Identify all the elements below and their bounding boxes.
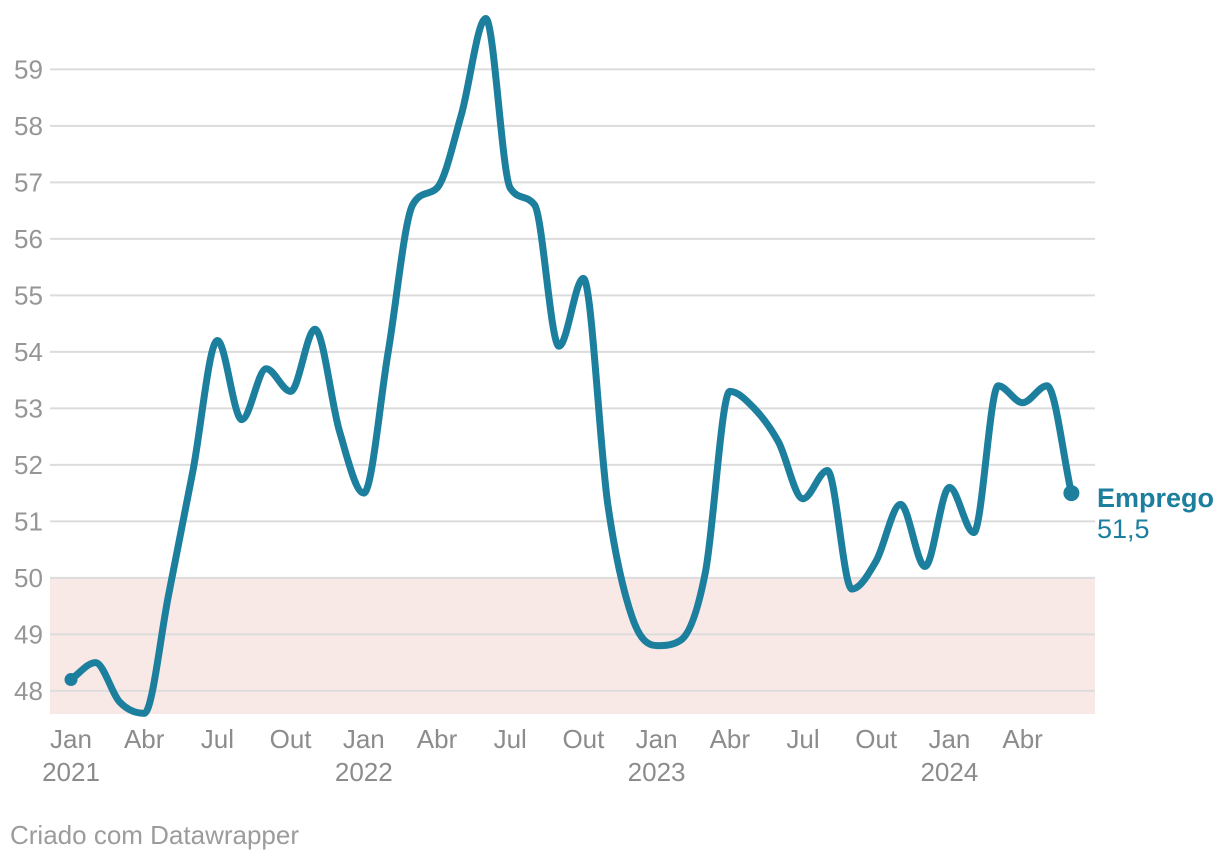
x-axis-tick-label: Jul [786, 724, 819, 754]
y-axis-tick-label: 59 [14, 54, 43, 84]
y-axis-tick-label: 53 [14, 393, 43, 423]
y-axis-tick-label: 54 [14, 337, 43, 367]
x-axis-year-label: 2024 [920, 757, 978, 787]
x-axis-tick-label: Jan [50, 724, 92, 754]
y-axis-tick-label: 52 [14, 450, 43, 480]
y-axis-tick-label: 49 [14, 619, 43, 649]
y-axis-tick-label: 51 [14, 506, 43, 536]
line-start-dot [64, 673, 78, 687]
line-end-dot [1063, 485, 1080, 502]
attribution-link[interactable]: Criado com Datawrapper [10, 820, 300, 850]
x-axis-tick-label: Out [270, 724, 313, 754]
series-end-value: 51,5 [1097, 514, 1150, 544]
x-axis-tick-label: Abr [710, 724, 751, 754]
x-axis-tick-label: Jul [494, 724, 527, 754]
series-end-label: Emprego [1097, 483, 1214, 513]
x-axis-tick-label: Jan [928, 724, 970, 754]
x-axis-tick-label: Jul [201, 724, 234, 754]
y-axis-tick-label: 48 [14, 676, 43, 706]
x-axis-tick-label: Abr [124, 724, 165, 754]
x-axis-year-label: 2022 [335, 757, 393, 787]
contraction-band [50, 577, 1095, 714]
y-axis-tick-label: 50 [14, 563, 43, 593]
x-axis-year-label: 2023 [628, 757, 686, 787]
employment-line [67, 15, 1075, 717]
x-axis-tick-label: Out [855, 724, 898, 754]
x-axis-tick-label: Jan [636, 724, 678, 754]
y-axis-tick-label: 56 [14, 224, 43, 254]
x-axis-year-label: 2021 [42, 757, 100, 787]
x-axis-tick-label: Jan [343, 724, 385, 754]
x-axis-tick-label: Abr [1002, 724, 1043, 754]
y-axis-tick-label: 57 [14, 167, 43, 197]
x-axis-tick-label: Out [562, 724, 605, 754]
x-axis-tick-label: Abr [417, 724, 458, 754]
y-axis-tick-label: 55 [14, 280, 43, 310]
y-axis-tick-label: 58 [14, 111, 43, 141]
